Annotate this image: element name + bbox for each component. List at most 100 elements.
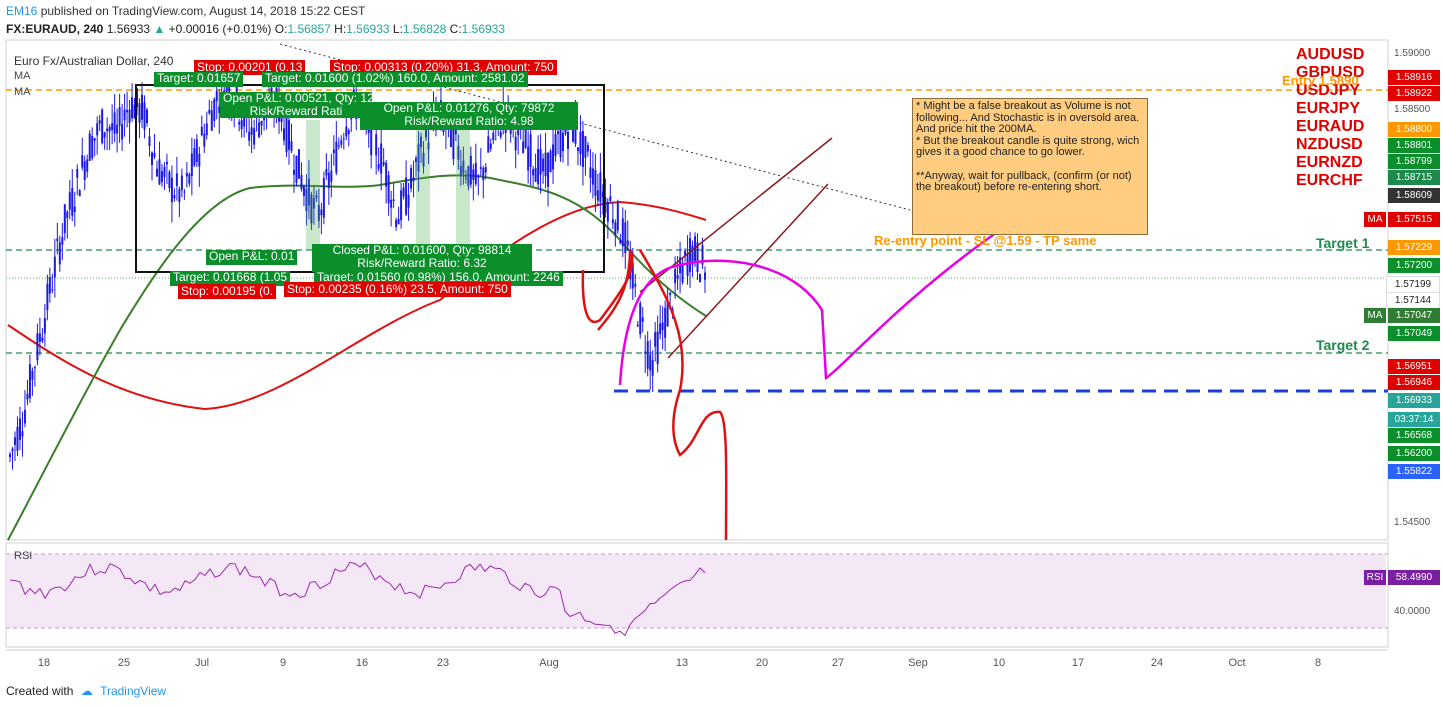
candle-body (101, 109, 104, 144)
candle-body (609, 196, 612, 201)
candle-body (611, 219, 614, 224)
candle-body (489, 143, 492, 149)
candle-body (53, 256, 56, 278)
candle-body (240, 120, 243, 130)
candle-body (669, 292, 672, 296)
candle-body (178, 189, 181, 203)
candle-body (148, 136, 151, 147)
candle-body (295, 155, 298, 183)
pair-nzdusd: NZDUSD (1296, 136, 1363, 153)
candle-body (141, 94, 144, 120)
price-label: 1.55822 (1388, 464, 1440, 479)
published-text: published on TradingView.com, August 14,… (40, 4, 366, 18)
candle-body (400, 190, 403, 221)
analysis-note[interactable]: * Might be a false breakout as Volume is… (912, 98, 1148, 235)
stop-tag-1[interactable]: Stop: 0.00201 (0.13 (194, 60, 306, 75)
stop-tag-4[interactable]: Stop: 0.00235 (0.16%) 23.5, Amount: 750 (284, 282, 511, 297)
candle-body (16, 426, 19, 452)
target-tag-b[interactable]: Target: 0.01600 (1.02%) 160.0, Amount: 2… (262, 72, 528, 87)
pair-eurchf: EURCHF (1296, 172, 1363, 189)
up-arrow-icon: ▲ (153, 22, 166, 36)
candle-body (325, 168, 328, 176)
candle-body (614, 222, 617, 236)
open-pnl-tag-3[interactable]: Open P&L: 0.01 (206, 250, 298, 265)
candle-body (188, 174, 191, 184)
candle-body (621, 218, 624, 247)
candle-body (31, 370, 34, 380)
open-pnl-tag-1[interactable]: Open P&L: 0.00521, Qty: 124378 Risk/Rewa… (220, 92, 400, 118)
candle-body (689, 238, 692, 272)
candle-body (23, 409, 26, 424)
candle-body (571, 123, 574, 142)
candle-body (342, 138, 345, 140)
x-tick-label: 23 (437, 657, 449, 669)
candle-body (651, 359, 654, 376)
candle-body (300, 175, 303, 190)
candle-body (514, 136, 517, 151)
author-link[interactable]: EM16 (6, 4, 38, 18)
candle-body (312, 198, 315, 209)
closed-pnl-tag[interactable]: Closed P&L: 0.01600, Qty: 98814 Risk/Rew… (312, 244, 532, 272)
candle-body (195, 139, 198, 162)
candle-body (527, 146, 530, 171)
candle-body (529, 134, 532, 167)
candle-body (213, 99, 216, 121)
pair-eurjpy: EURJPY (1296, 100, 1361, 117)
candle-body (340, 140, 343, 145)
candle-body (594, 169, 597, 196)
candle-body (701, 245, 704, 265)
candle-body (382, 162, 385, 165)
candle-body (46, 283, 49, 311)
price-label: 1.56946 (1388, 375, 1440, 390)
last-price: 1.56933 (106, 22, 151, 36)
candle-body (684, 250, 687, 256)
open-pnl-tag-2[interactable]: Open P&L: 0.01276, Qty: 79872 Risk/Rewar… (360, 102, 578, 130)
candle-body (173, 195, 176, 199)
candle-body (43, 318, 46, 334)
candle-body (163, 166, 166, 177)
candle-body (390, 199, 393, 208)
high-value: 1.56933 (346, 22, 390, 36)
candle-body (484, 167, 487, 173)
target-tag-c[interactable]: Target: 0.01668 (1.05 (170, 271, 291, 286)
stop-tag-3[interactable]: Stop: 0.00195 (0. (178, 284, 277, 299)
pairs-list: AUDUSD GBPUSD USDJPY EURJPY EURAUD NZDUSD EURN… (1296, 46, 1364, 190)
candle-body (452, 127, 455, 160)
candle-body (659, 323, 662, 335)
candle-body (619, 240, 622, 244)
candle-body (539, 149, 542, 175)
x-tick-label: Jul (195, 657, 209, 669)
candle-body (634, 283, 637, 287)
profit-zone (456, 120, 470, 250)
channel-lower (667, 183, 829, 359)
candle-body (235, 83, 238, 101)
price-label: 1.58801 (1388, 138, 1440, 153)
tradingview-link[interactable]: TradingView (100, 684, 167, 698)
candle-body (283, 128, 286, 141)
stop-tag-2[interactable]: Stop: 0.00313 (0.20%) 31.3, Amount: 750 (330, 60, 557, 75)
candle-body (337, 145, 340, 147)
price-label: 1.57199 (1386, 276, 1440, 293)
pair-gbpusd: GBPUSD (1296, 64, 1365, 81)
ma-green-tag: MA (1364, 308, 1386, 323)
legend-rsi: RSI (14, 550, 33, 562)
rsi-band (6, 554, 1386, 628)
price-label: 1.57229 (1388, 240, 1440, 255)
pair-euraud: EURAUD (1296, 118, 1365, 135)
x-tick-label: Aug (539, 657, 559, 669)
candle-body (131, 97, 134, 119)
reentry-label: Re-entry point - SL @1.59 - TP same (874, 233, 1097, 248)
candle-body (18, 418, 21, 440)
candle-body (395, 219, 398, 227)
candle-body (168, 171, 171, 189)
candle-body (574, 119, 577, 144)
rsi-value-tag: 58.4990 (1388, 570, 1440, 585)
closed-rr: Risk/Reward Ratio: 6.32 (357, 256, 487, 270)
target-tag-a[interactable]: Target: 0.01657 (154, 72, 244, 87)
candle-body (123, 109, 126, 121)
candle-body (420, 136, 423, 148)
high-label: H: (334, 22, 347, 36)
tradingview-logo-icon[interactable]: ☁ (80, 684, 93, 698)
candle-body (98, 120, 101, 124)
